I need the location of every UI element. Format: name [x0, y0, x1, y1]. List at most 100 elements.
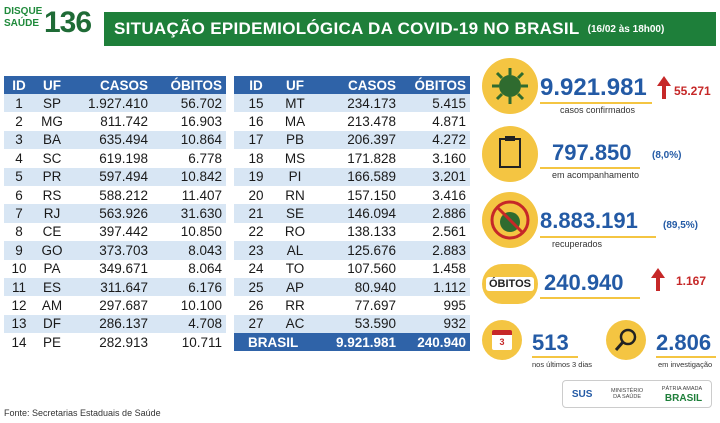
table-header-row: ID UF CASOS ÓBITOS	[4, 76, 226, 94]
row-id: 8	[15, 224, 23, 240]
row-id: 17	[234, 130, 278, 150]
row-cases: 77.697	[354, 297, 396, 313]
logo-line1: DISQUE	[4, 6, 43, 17]
col-id: ID	[234, 76, 278, 94]
row-deaths: 932	[400, 314, 470, 334]
row-cases: 373.703	[70, 241, 152, 260]
total-label: BRASIL	[234, 333, 312, 352]
calendar-icon: 3	[482, 320, 522, 360]
table-row: 20 RN 157.150 3.416	[234, 186, 470, 204]
row-cases: 597.494	[70, 167, 152, 186]
row-cases: 635.494	[70, 130, 152, 150]
row-deaths: 10.100	[180, 297, 222, 313]
row-deaths: 56.702	[152, 94, 226, 113]
row-deaths: 10.850	[180, 224, 222, 240]
row-uf: ES	[34, 277, 70, 297]
row-cases: 157.150	[347, 187, 396, 203]
row-uf: RJ	[34, 204, 70, 223]
row-id: 25	[234, 277, 278, 297]
row-cases: 619.198	[99, 150, 148, 166]
row-deaths: 8.064	[188, 261, 222, 277]
row-cases: 138.133	[347, 224, 396, 240]
last3-label: nos últimos 3 dias	[532, 360, 593, 369]
table-row: 15 MT 234.173 5.415	[234, 94, 470, 113]
row-deaths: 3.416	[432, 187, 466, 203]
row-deaths: 2.561	[432, 224, 466, 240]
row-id: 9	[4, 241, 34, 260]
row-uf: SC	[42, 150, 62, 166]
motto-label: PÁTRIA AMADA	[661, 386, 703, 392]
table-row: 25 AP 80.940 1.112	[234, 277, 470, 297]
disque-saude-logo: DISQUE SAÚDE 136	[4, 6, 98, 42]
clipboard-icon	[482, 126, 538, 182]
row-uf: MS	[284, 150, 306, 166]
country-label: BRASIL	[664, 393, 703, 404]
row-cases: 282.913	[99, 334, 148, 350]
row-uf: TO	[285, 261, 305, 277]
row-uf: PR	[34, 167, 70, 186]
table-row: 18 MS 171.828 3.160	[234, 149, 470, 167]
row-uf: PE	[42, 334, 61, 350]
row-deaths: 2.886	[400, 204, 470, 223]
investigation-value: 2.806	[656, 330, 712, 355]
table-row: 17 PB 206.397 4.272	[234, 130, 470, 150]
row-uf: MT	[278, 94, 312, 113]
deaths-badge-label: ÓBITOS	[486, 277, 534, 291]
row-cases: 563.926	[70, 204, 152, 223]
row-id: 12	[11, 297, 27, 313]
arrow-up-icon	[651, 268, 665, 278]
row-deaths: 3.201	[400, 167, 470, 186]
confirmed-value: 9.921.981	[540, 74, 647, 101]
row-uf: PA	[43, 261, 61, 277]
ministry-label: MINISTÉRIO DA SAÚDE	[611, 388, 644, 400]
col-cases: CASOS	[312, 76, 400, 94]
row-id: 24	[248, 261, 264, 277]
row-deaths: 2.883	[400, 241, 470, 260]
row-cases: 166.589	[312, 167, 400, 186]
title-bar: SITUAÇÃO EPIDEMIOLÓGICA DA COVID-19 NO B…	[104, 12, 716, 46]
row-uf: MG	[41, 114, 63, 130]
col-id: ID	[4, 76, 34, 94]
row-deaths: 4.708	[152, 314, 226, 334]
row-uf: DF	[34, 314, 70, 334]
row-id: 27	[234, 314, 278, 334]
table-row: 2 MG 811.742 16.903	[4, 112, 226, 130]
page-title: SITUAÇÃO EPIDEMIOLÓGICA DA COVID-19 NO B…	[114, 19, 580, 38]
table-row: 26 RR 77.697 995	[234, 296, 470, 314]
row-deaths: 4.871	[432, 114, 466, 130]
row-deaths: 995	[443, 297, 466, 313]
arrow-up-icon	[657, 76, 671, 86]
recovered-label: recuperados	[552, 239, 603, 249]
table-row: 3 BA 635.494 10.864	[4, 130, 226, 150]
row-id: 16	[248, 114, 264, 130]
investigation-label: em investigação	[658, 360, 713, 369]
row-cases: 53.590	[312, 314, 400, 334]
logo-number: 136	[44, 6, 92, 39]
row-uf: RR	[285, 297, 305, 313]
row-id: 2	[15, 114, 23, 130]
arrow-up-icon	[662, 85, 666, 99]
row-cases: 349.671	[99, 261, 148, 277]
page-subtitle: (16/02 às 18h00)	[587, 23, 665, 35]
deaths-value: 240.940	[544, 270, 624, 295]
row-id: 3	[4, 130, 34, 150]
col-uf: UF	[34, 76, 70, 94]
monitoring-pct: (8,0%)	[652, 150, 682, 161]
row-uf: RN	[285, 187, 305, 203]
row-deaths: 6.778	[188, 150, 222, 166]
row-id: 20	[248, 187, 264, 203]
row-id: 6	[15, 187, 23, 203]
monitoring-label: em acompanhamento	[552, 170, 640, 180]
row-uf: PB	[278, 130, 312, 150]
table-row: 14 PE 282.913 10.711	[4, 333, 226, 351]
table-row: 13 DF 286.137 4.708	[4, 314, 226, 334]
government-logos: SUS MINISTÉRIO DA SAÚDE PÁTRIA AMADA BRA…	[562, 380, 712, 408]
row-id: 1	[4, 94, 34, 113]
monitoring-value: 797.850	[552, 140, 632, 165]
row-cases: 206.397	[312, 130, 400, 150]
row-cases: 107.560	[347, 261, 396, 277]
last3-value: 513	[532, 330, 569, 355]
confirmed-increase: 55.271	[674, 84, 711, 98]
total-cases: 9.921.981	[312, 333, 400, 352]
row-id: 23	[234, 241, 278, 260]
